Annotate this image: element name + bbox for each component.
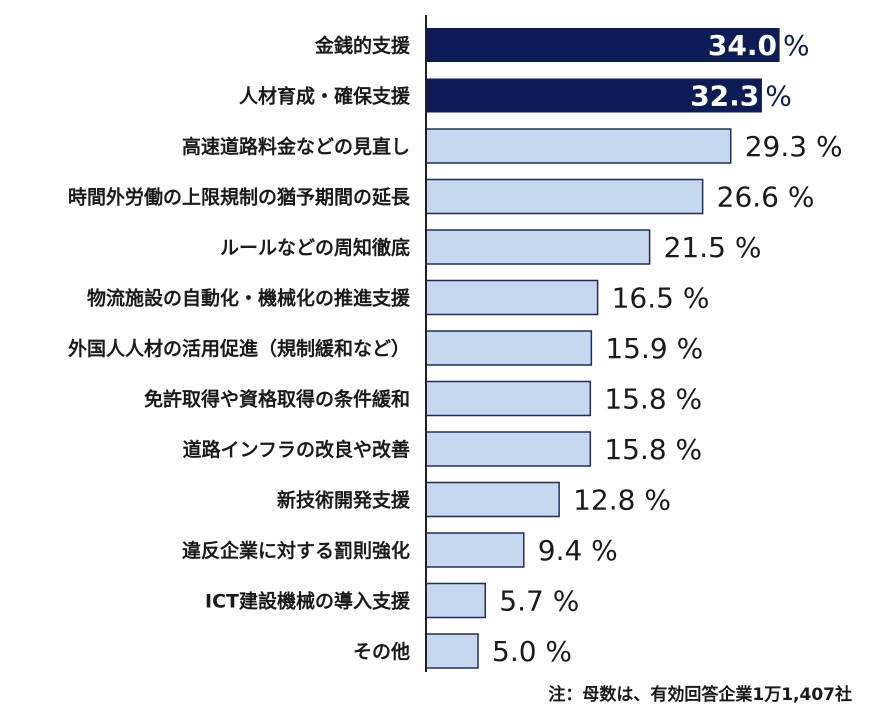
category-label-9: 新技術開発支援 [277,489,411,512]
bar-10 [425,532,525,568]
bar-0 [426,28,780,62]
category-label-2: 高速道路料金などの見直し [182,135,410,158]
value-label-5: 16.5 % [612,282,710,315]
bar-3 [425,178,704,215]
bars-layer [425,28,780,669]
value-label-7: 15.8 % [604,383,702,416]
value-label-1: 32.3% [690,80,792,113]
category-label-6: 外国人人材の活用促進（規制緩和など） [68,337,410,360]
value-label-6: 15.9 % [605,332,703,365]
value-label-4: 21.5 % [664,231,762,264]
bar-4 [425,229,651,265]
category-label-11: ICT建設機械の導入支援 [205,590,411,613]
category-label-10: 違反企業に対する罰則強化 [182,539,410,562]
category-label-3: 時間外労働の上限規制の猶予期間の延長 [68,186,411,209]
bar-7 [425,380,592,417]
category-label-8: 道路インフラの改良や改善 [183,438,410,461]
value-label-3: 26.6 % [717,181,815,214]
bar-12 [425,633,479,669]
bar-9 [425,481,560,518]
bar-1 [426,78,762,113]
category-label-12: その他 [353,640,410,663]
value-label-12: 5.0 % [492,635,572,668]
bar-2 [425,128,732,164]
bar-6 [425,330,593,366]
value-label-11: 5.7 % [499,585,579,618]
category-label-7: 免許取得や資格取得の条件緩和 [144,388,410,411]
bar-8 [425,431,592,467]
category-label-0: 金銭的支援 [314,34,411,57]
bar-11 [425,582,487,619]
value-label-9: 12.8 % [573,484,671,517]
value-label-10: 9.4 % [538,534,618,567]
category-labels-layer: 金銭的支援人材育成・確保支援高速道路料金などの見直し時間外労働の上限規制の猶予期… [68,34,411,663]
category-label-4: ルールなどの周知徹底 [220,236,410,259]
bar-5 [425,279,599,316]
value-labels-layer: 34.0 % 32.3 % 29.3 % 26.6 % 21.5 % 16.5 % 15.9 %… [492,29,843,668]
category-label-1: 人材育成・確保支援 [239,85,411,108]
value-label-0: 34.0% [708,29,810,62]
value-label-2: 29.3 % [745,130,843,163]
value-label-8: 15.8 % [604,433,702,466]
footnote: 注：母数は、有効回答企業1万1,407社 [548,684,852,705]
category-label-5: 物流施設の自動化・機械化の推進支援 [87,287,411,310]
